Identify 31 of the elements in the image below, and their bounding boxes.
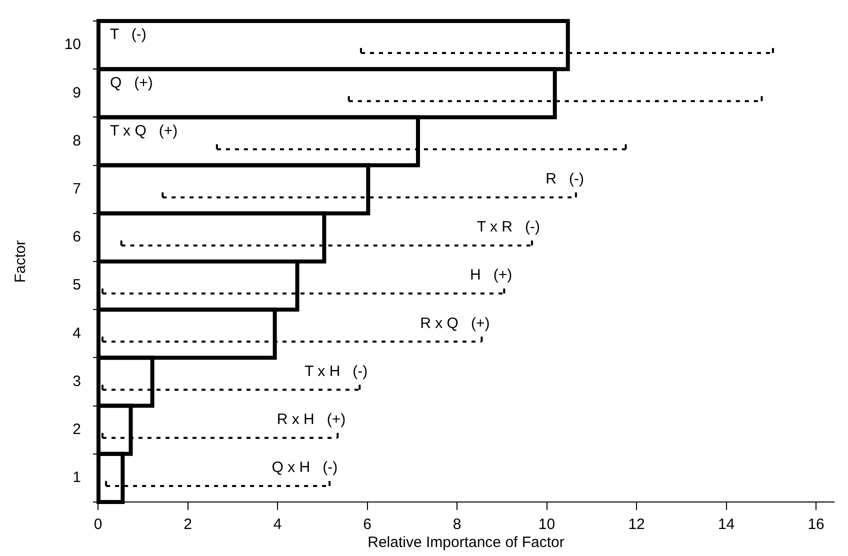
x-tick-label: 16 — [808, 516, 824, 534]
x-tick-label: 10 — [538, 516, 556, 534]
annotation: Q x H (-) — [272, 459, 338, 476]
x-tick-label: 8 — [452, 516, 462, 534]
annotation: T x H (-) — [304, 362, 368, 380]
annotation: R x Q (+) — [420, 314, 490, 332]
y-tick-label: 1 — [72, 469, 81, 486]
y-tick-label: 9 — [72, 84, 81, 102]
annotation: T (-) — [110, 26, 146, 44]
annotation: H (+) — [470, 266, 512, 284]
y-axis-title: Factor — [12, 240, 30, 283]
annotation: R x H (+) — [276, 410, 346, 428]
x-tick-label: 0 — [94, 516, 102, 534]
annotation: R (-) — [546, 170, 584, 188]
y-tick-label: 7 — [72, 180, 81, 198]
x-tick-label: 12 — [628, 516, 645, 534]
x-tick-label: 2 — [184, 516, 192, 534]
x-tick-label: 6 — [363, 516, 372, 534]
y-tick-label: 2 — [72, 420, 81, 438]
y-tick-label: 5 — [72, 276, 81, 294]
x-tick-label: 4 — [273, 516, 282, 534]
y-tick-label: 4 — [72, 324, 81, 342]
y-tick-label: 3 — [72, 372, 81, 390]
annotation: Q (+) — [110, 74, 153, 92]
annotation: T x Q (+) — [110, 122, 178, 140]
y-tick-label: 6 — [72, 228, 81, 246]
y-tick-label: 8 — [72, 132, 81, 150]
y-tick-label: 10 — [64, 36, 81, 54]
annotation: T x R (-) — [476, 218, 540, 236]
x-tick-label: 14 — [718, 516, 735, 534]
x-axis-title: Relative Importance of Factor — [368, 534, 564, 552]
